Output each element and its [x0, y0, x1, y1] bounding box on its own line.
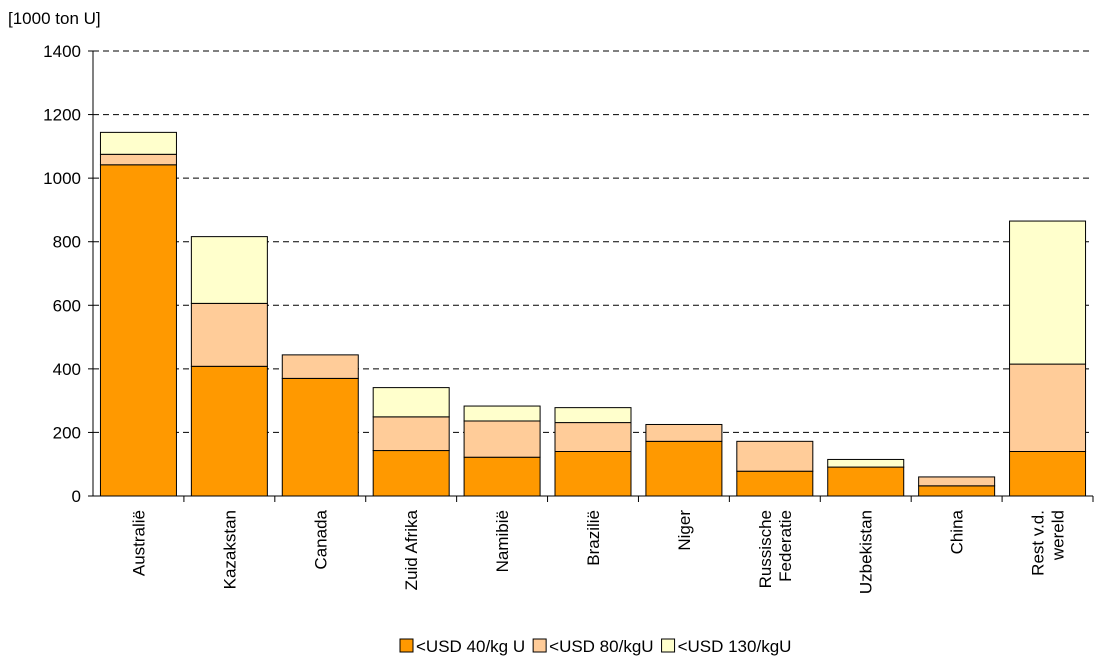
category-label-group: Zuid Afrika [402, 509, 421, 590]
category-label-group: Russische Federatie [756, 510, 795, 588]
legend-swatch-1 [399, 638, 414, 653]
legend-swatch-3 [661, 638, 676, 653]
y-tick-label: 0 [72, 487, 81, 506]
bar-segment-series-1 [1009, 451, 1087, 497]
category-label: Federatie [776, 510, 795, 582]
category-label-group: Australië [129, 510, 148, 576]
bar-segment-series-3 [99, 131, 177, 155]
bars [99, 131, 1087, 497]
category-label-group: Kazakstan [220, 510, 239, 589]
bar-segment-series-1 [99, 164, 177, 497]
legend-swatch-2 [532, 638, 547, 653]
category-label: Australië [129, 510, 148, 576]
category-label-group: Namibië [493, 510, 512, 572]
category-label-group: Brazilië [584, 510, 603, 566]
bar-segment-series-2 [190, 302, 268, 367]
category-label: Kazakstan [220, 510, 239, 589]
bar-segment-series-1 [463, 456, 541, 497]
y-tick-label: 800 [53, 233, 81, 252]
category-label-group: China [948, 509, 967, 554]
legend: <USD 40/kg U <USD 80/kgU <USD 130/kgU [399, 637, 792, 656]
category-label: Niger [675, 510, 694, 551]
x-category-labels: Australië Kazakstan Canada Zuid Afrika Namib… [129, 509, 1067, 594]
bar-segment-series-2 [736, 440, 814, 472]
y-tick-label: 200 [53, 423, 81, 442]
y-tick-label: 400 [53, 360, 81, 379]
bar-segment-series-1 [190, 365, 268, 497]
category-label-group: Niger [675, 510, 694, 551]
category-label: Russische [756, 510, 775, 588]
bar-segment-series-1 [645, 440, 723, 497]
bar-segment-series-3 [1009, 220, 1087, 365]
bar-segment-series-3 [190, 236, 268, 304]
bar-segment-series-1 [554, 451, 632, 497]
category-label: wereld [1049, 510, 1068, 561]
category-label: Rest v.d. [1029, 510, 1048, 576]
category-label: Uzbekistan [857, 510, 876, 594]
bar-segment-series-2 [372, 416, 450, 452]
legend-label-1: <USD 40/kg U [416, 637, 525, 656]
legend-label-2: <USD 80/kgU [549, 637, 653, 656]
bar-segment-series-2 [554, 422, 632, 453]
bar-segment-series-3 [372, 387, 450, 418]
bar-segment-series-1 [736, 470, 814, 497]
category-label-group: Uzbekistan [857, 510, 876, 594]
category-label: Namibië [493, 510, 512, 572]
bar-segment-series-3 [827, 458, 905, 468]
bar-segment-series-2 [1009, 363, 1087, 453]
bar-segment-series-1 [918, 485, 996, 497]
bar-segment-series-2 [99, 153, 177, 166]
category-label-group: Rest v.d. wereld [1029, 510, 1068, 576]
category-label: Zuid Afrika [402, 509, 421, 590]
bar-segment-series-1 [281, 377, 359, 497]
bar-segment-series-3 [463, 405, 541, 422]
y-tick-label: 1200 [43, 106, 81, 125]
category-label: China [948, 509, 967, 554]
bar-segment-series-2 [645, 423, 723, 442]
y-tick-labels: 0 200 400 600 800 1000 1200 1400 [43, 42, 81, 506]
category-label: Brazilië [584, 510, 603, 566]
y-tick-label: 1400 [43, 42, 81, 61]
y-tick-label: 1000 [43, 169, 81, 188]
axes [88, 50, 1094, 502]
bar-segment-series-3 [554, 407, 632, 424]
bar-segment-series-2 [281, 354, 359, 379]
bar-segment-series-1 [827, 466, 905, 497]
y-tick-label: 600 [53, 296, 81, 315]
category-label-group: Canada [311, 509, 330, 569]
legend-label-3: <USD 130/kgU [678, 637, 792, 656]
gridlines [93, 50, 1093, 433]
category-label: Canada [311, 509, 330, 569]
bar-segment-series-1 [372, 450, 450, 497]
bar-segment-series-2 [463, 420, 541, 458]
bar-segment-series-2 [918, 476, 996, 487]
y-axis-title: [1000 ton U] [8, 9, 101, 28]
